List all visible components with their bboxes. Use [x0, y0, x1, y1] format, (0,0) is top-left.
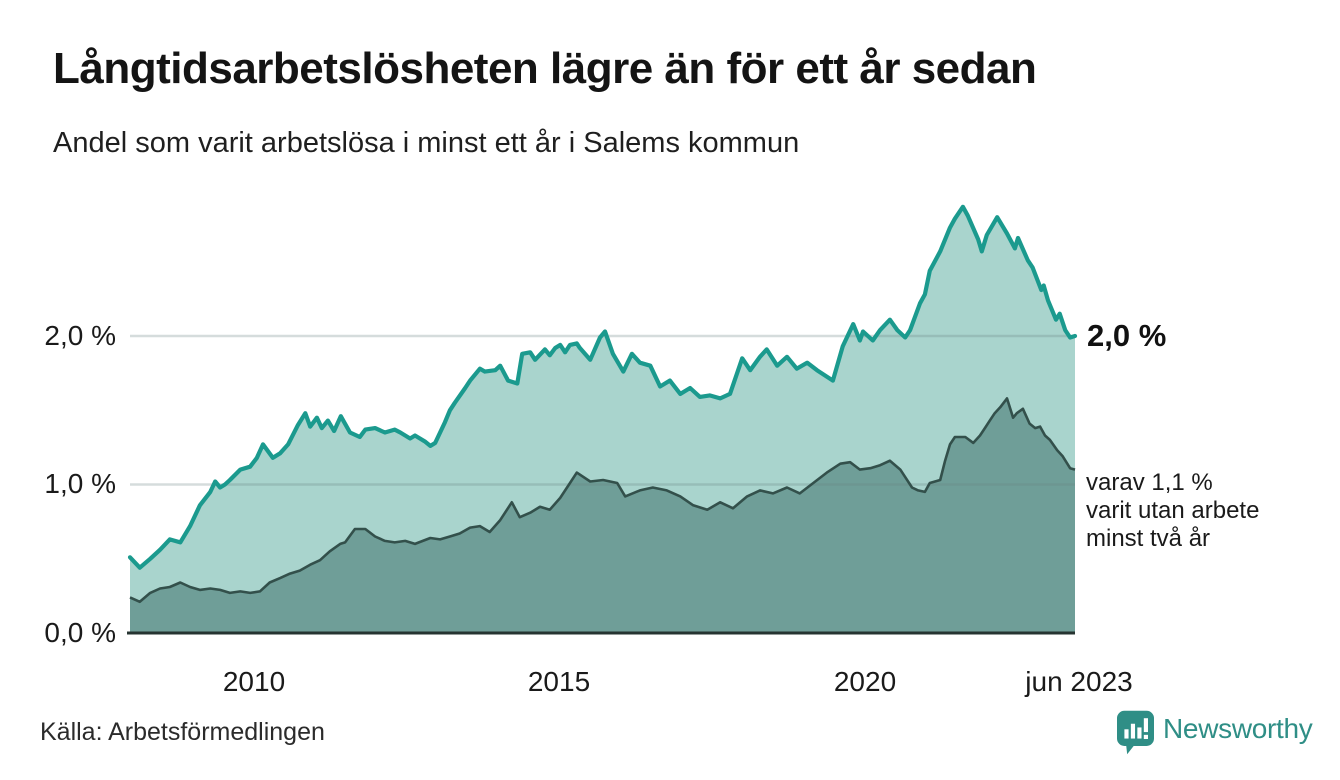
series-utan-arbete-minst-tva-ar-line: [129, 397, 1076, 604]
page-title: Långtidsarbetslösheten lägre än för ett …: [53, 44, 1037, 93]
y-axis-label-0: 0,0 %: [44, 617, 116, 648]
x-axis-label-jun-2023: jun 2023: [1025, 666, 1133, 697]
chart-subtitle: Andel som varit arbetslösa i minst ett å…: [53, 127, 800, 159]
secondary-annotation-line-1: varav 1,1 %: [1086, 469, 1213, 496]
secondary-series-annotation: varav 1,1 % varit utan arbete minst två …: [1086, 469, 1259, 553]
x-axis-label-2020: 2020: [833, 666, 897, 697]
newsworthy-logo-icon: [1117, 710, 1154, 755]
newsworthy-brand-name: Newsworthy: [1163, 713, 1313, 744]
end-value-annotation: 2,0 %: [1087, 318, 1167, 353]
x-axis-label-2010: 2010: [222, 666, 286, 697]
secondary-annotation-line-2: varit utan arbete: [1086, 497, 1260, 524]
y-axis-label-1: 1,0 %: [44, 468, 116, 499]
series-utan-arbete-minst-tva-ar-area: [130, 398, 1075, 633]
series-arbetslosa-minst-ett-ar-line: [127, 204, 1078, 570]
y-axis-label-2: 2,0 %: [44, 320, 116, 351]
source-credit: Källa: Arbetsförmedlingen: [40, 718, 325, 746]
x-axis-label-2015: 2015: [527, 666, 591, 697]
secondary-annotation-line-3: minst två år: [1086, 525, 1211, 552]
newsworthy-branding: Newsworthy: [1117, 710, 1313, 756]
